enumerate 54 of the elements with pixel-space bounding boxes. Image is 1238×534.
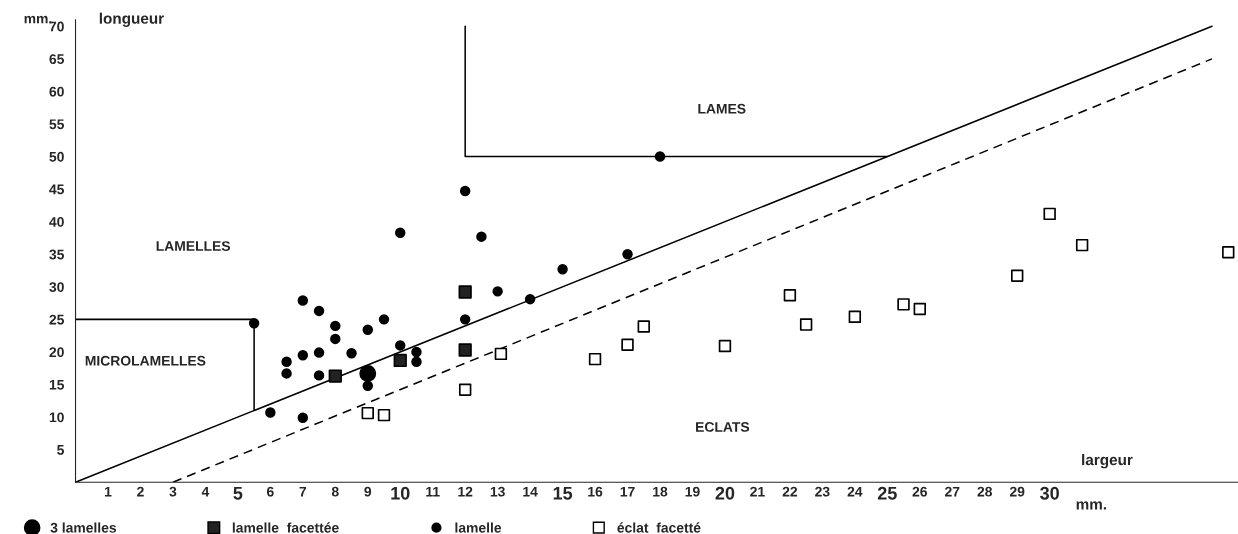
legend-label: lamelle facettée (232, 522, 339, 533)
x-tick-label: 16 (588, 486, 603, 497)
annotation: LAMELLES (156, 241, 231, 252)
y-tick-label: 25 (49, 314, 65, 325)
x-tick-label: 14 (523, 486, 538, 497)
y-tick-label: 15 (49, 379, 65, 390)
x-tick-label: 6 (266, 486, 274, 497)
x-tick-label: 11 (426, 486, 440, 497)
x-tick-label: 24 (847, 486, 863, 497)
y-tick-label: 65 (49, 54, 65, 65)
x-tick-label: 27 (945, 486, 960, 497)
x-tick-label: 18 (653, 486, 668, 497)
text: mm. (1076, 501, 1106, 510)
x-tick-label: 1 (105, 486, 112, 497)
annotation: LAMES (698, 103, 746, 114)
x-tick-label: 21 (750, 486, 765, 497)
x-tick-label: 7 (299, 486, 307, 497)
y-tick-label: 40 (49, 217, 64, 227)
x-tick-label: 15 (553, 487, 573, 500)
y-tick-label: 30 (49, 282, 64, 292)
y-tick-label: 20 (49, 347, 64, 358)
x-tick-label: 20 (715, 486, 735, 500)
x-tick-label: 22 (782, 486, 798, 497)
legend-label: lamelle (455, 522, 502, 533)
x-tick-label: 2 (137, 486, 144, 497)
x-tick-label: 26 (912, 486, 927, 497)
x-tick-label: 28 (977, 486, 993, 497)
x-tick-label: 25 (877, 486, 897, 500)
x-tick-label: 4 (201, 486, 210, 497)
x-tick-label: 17 (620, 486, 635, 497)
x-tick-label: 5 (233, 487, 243, 500)
y-tick-label: 10 (49, 412, 64, 423)
annotation: ECLATS (696, 421, 750, 432)
x-tick-label: 9 (364, 486, 372, 497)
y-tick-label: 35 (49, 249, 65, 260)
x-axis-title: largeur (1082, 454, 1133, 469)
x-tick-label: 3 (169, 486, 177, 497)
y-tick-label: 60 (49, 86, 64, 97)
y-tick-label: 55 (49, 119, 65, 130)
legend-label: 3 lamelles (50, 522, 117, 533)
y-tick-label: 45 (49, 184, 65, 195)
x-tick-label: 13 (490, 486, 505, 497)
x-tick-label: 23 (815, 486, 830, 497)
y-axis-title: longueur (99, 12, 164, 27)
x-tick-label: 12 (458, 486, 473, 497)
x-tick-label: 8 (331, 486, 339, 497)
x-tick-label: 29 (1009, 486, 1025, 497)
legend-label: éclat facetté (617, 522, 701, 533)
x-tick-label: 10 (391, 486, 410, 500)
y-tick-label: 50 (49, 151, 64, 162)
annotation: MICROLAMELLES (85, 355, 206, 366)
x-tick-label: 19 (685, 486, 700, 497)
x-tick-label: 30 (1040, 486, 1059, 500)
y-tick-label: 5 (57, 445, 65, 455)
